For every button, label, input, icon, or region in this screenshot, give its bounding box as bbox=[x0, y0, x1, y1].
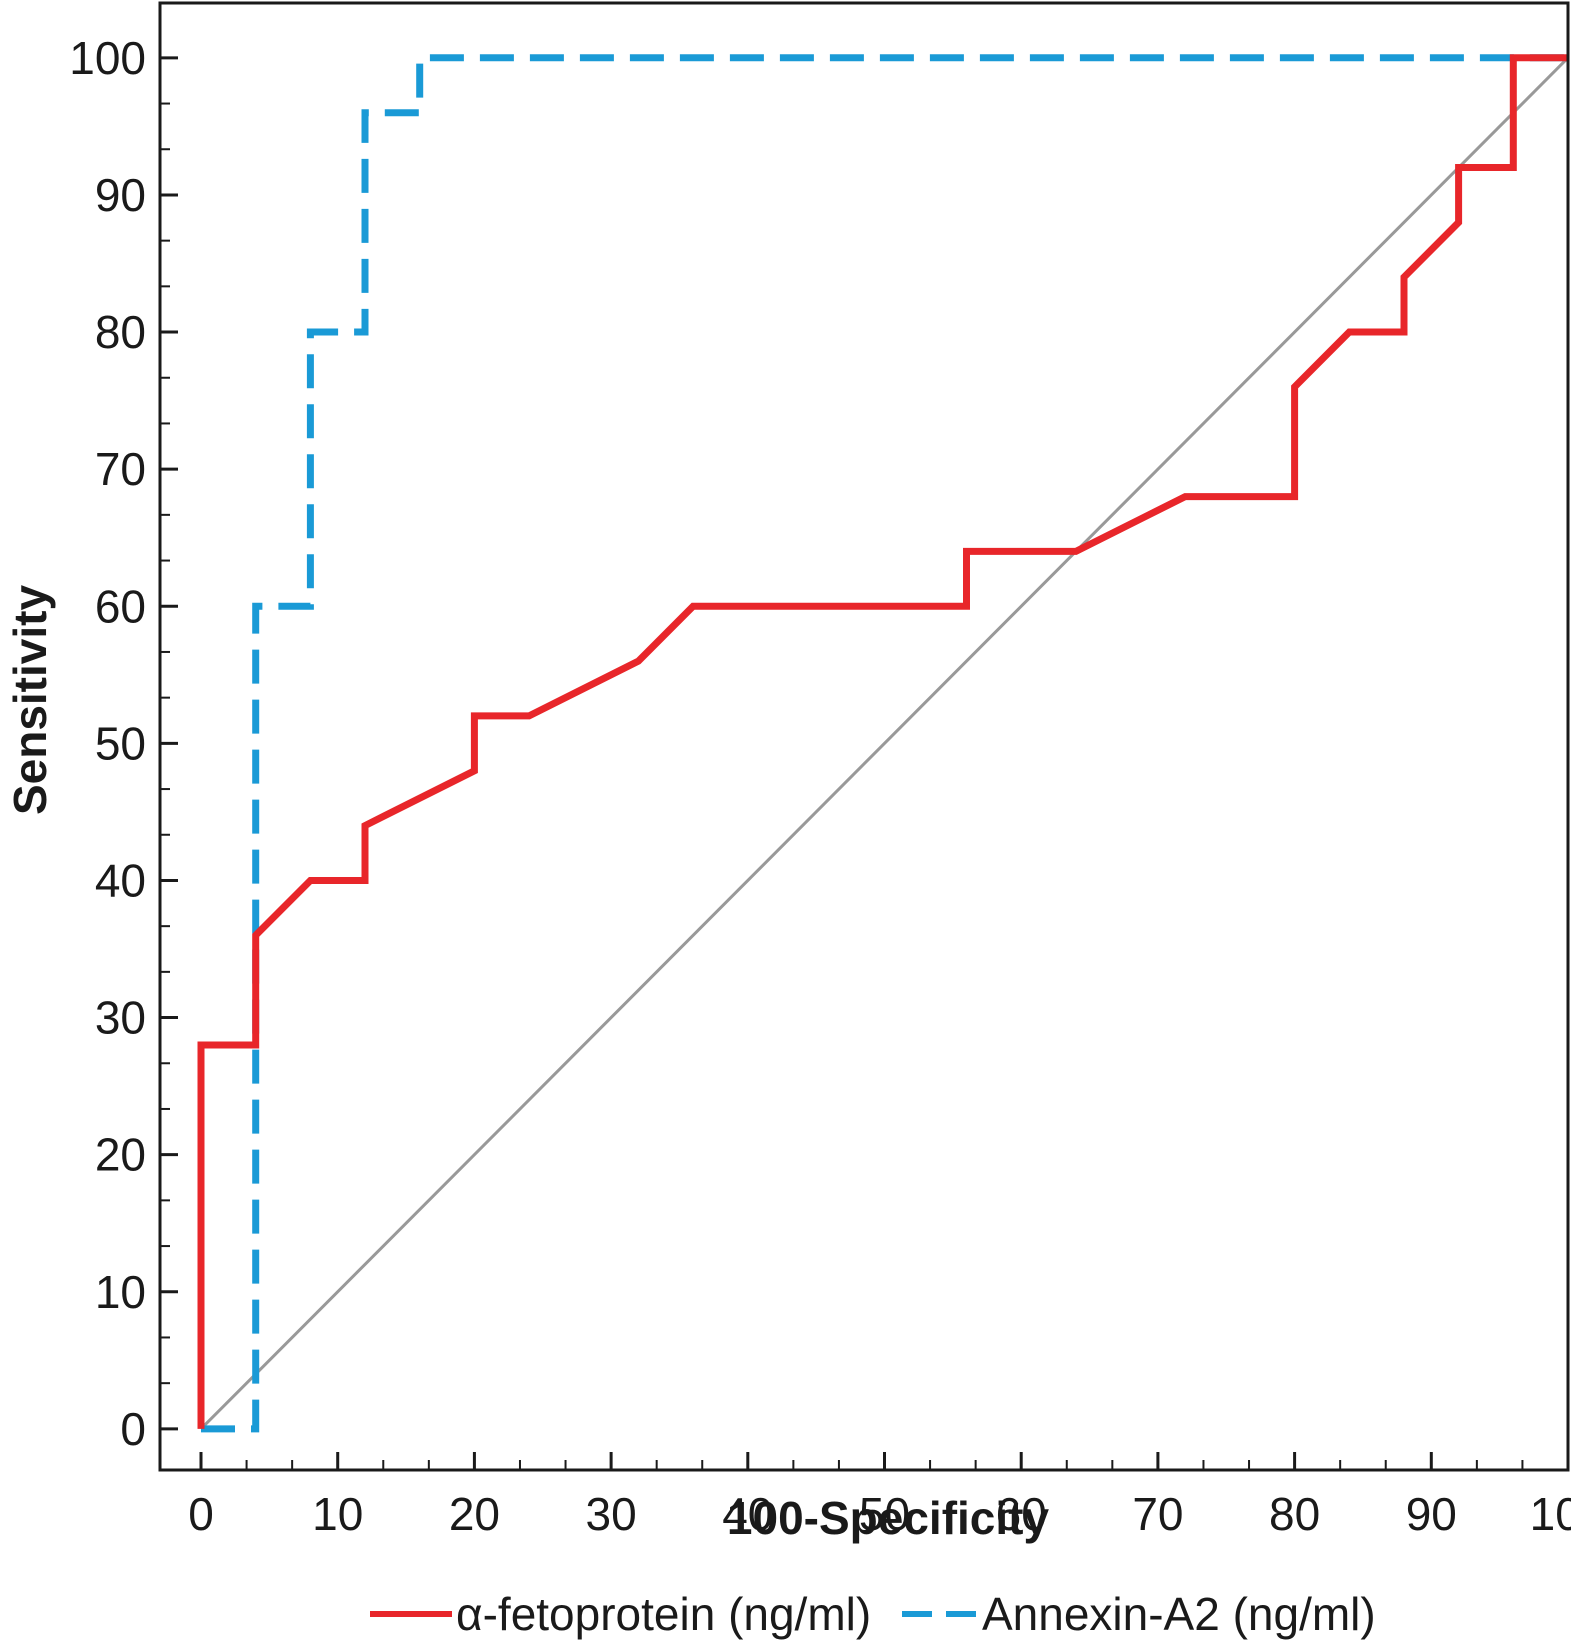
x-tick-label: 10 bbox=[312, 1488, 363, 1540]
y-tick-label: 40 bbox=[95, 854, 146, 906]
y-tick-label: 70 bbox=[95, 443, 146, 495]
legend-label-afp: α-fetoprotein (ng/ml) bbox=[456, 1588, 871, 1640]
y-tick-label: 50 bbox=[95, 717, 146, 769]
x-tick-label: 80 bbox=[1269, 1488, 1320, 1540]
x-axis-title: 100-Specificity bbox=[727, 1492, 1050, 1544]
legend: α-fetoprotein (ng/ml) Annexin-A2 (ng/ml) bbox=[370, 1588, 1376, 1640]
y-tick-label: 10 bbox=[95, 1266, 146, 1318]
x-tick-label: 20 bbox=[449, 1488, 500, 1540]
x-tick-label: 30 bbox=[586, 1488, 637, 1540]
y-tick-label: 30 bbox=[95, 992, 146, 1044]
y-tick-label: 90 bbox=[95, 169, 146, 221]
y-tick-label: 80 bbox=[95, 306, 146, 358]
y-tick-label: 100 bbox=[69, 32, 146, 84]
plot-frame bbox=[158, 1, 1570, 1472]
x-tick-label: 50 bbox=[859, 1488, 910, 1540]
x-tick-label: 0 bbox=[188, 1488, 214, 1540]
series-layer bbox=[197, 54, 1568, 1433]
x-tick-label: 90 bbox=[1406, 1488, 1457, 1540]
series-line-afp bbox=[197, 54, 1568, 1429]
x-tick-label: 40 bbox=[722, 1488, 773, 1540]
y-tick-label: 0 bbox=[120, 1403, 146, 1455]
y-tick-label: 20 bbox=[95, 1129, 146, 1181]
y-axis-title: Sensitivity bbox=[4, 585, 56, 816]
reference-diagonal-line bbox=[199, 56, 1570, 1430]
x-tick-label: 70 bbox=[1132, 1488, 1183, 1540]
legend-label-annexin: Annexin-A2 (ng/ml) bbox=[982, 1588, 1376, 1640]
y-tick-label: 60 bbox=[95, 580, 146, 632]
reference-layer bbox=[199, 56, 1570, 1430]
axis-layer: 0 10 20 30 40 50 60 70 80 90 100 0 10 20 30 40 50 60 70 80 9… bbox=[69, 32, 1571, 1540]
x-tick-label: 60 bbox=[996, 1488, 1047, 1540]
x-tick-label: 100 bbox=[1530, 1488, 1571, 1540]
